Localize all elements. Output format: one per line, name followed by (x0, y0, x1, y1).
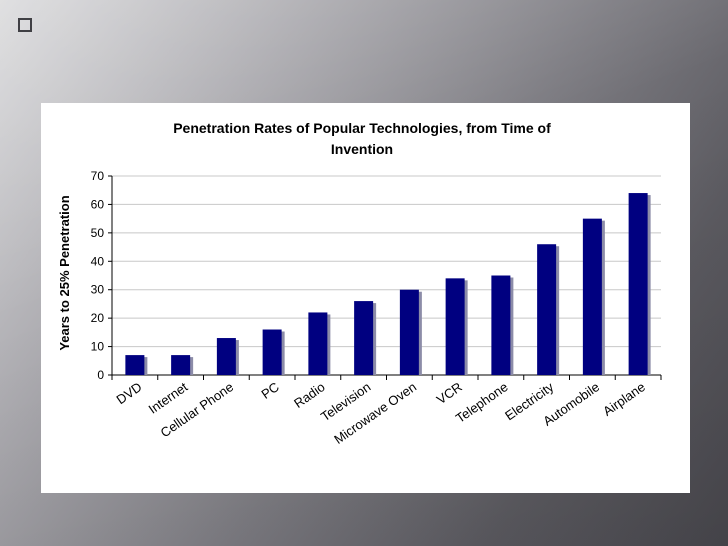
bar (491, 275, 511, 375)
y-tick-label: 70 (91, 169, 105, 183)
bar (628, 193, 648, 375)
bar (445, 278, 465, 375)
category-label: Radio (291, 379, 327, 411)
y-axis-label: Years to 25% Penetration (57, 195, 72, 350)
category-label: VCR (434, 379, 465, 407)
y-tick-label: 0 (97, 368, 104, 382)
bar (354, 301, 374, 375)
y-tick-label: 30 (91, 283, 105, 297)
y-tick-label: 50 (91, 226, 105, 240)
category-label: DVD (114, 379, 145, 407)
y-tick-label: 20 (91, 311, 105, 325)
y-tick-label: 40 (91, 254, 105, 268)
bar (262, 329, 282, 375)
bar (216, 338, 236, 375)
bar-chart: Penetration Rates of Popular Technologie… (57, 120, 662, 447)
category-label: Microwave Oven (331, 379, 419, 447)
chart-title-line-1: Penetration Rates of Popular Technologie… (173, 120, 551, 136)
bar (582, 218, 602, 375)
category-label: Airplane (600, 379, 648, 419)
bar (308, 312, 328, 375)
bar (171, 355, 191, 375)
bar (125, 355, 145, 375)
y-tick-label: 10 (91, 340, 105, 354)
category-label: PC (258, 379, 281, 402)
y-tick-label: 60 (91, 197, 105, 211)
chart-title-line-2: Invention (331, 141, 393, 157)
bar (399, 289, 419, 375)
slide-corner-ornament (18, 18, 32, 32)
chart-panel: Penetration Rates of Popular Technologie… (41, 103, 690, 493)
bar (537, 244, 557, 375)
category-label: Telephone (453, 379, 511, 426)
